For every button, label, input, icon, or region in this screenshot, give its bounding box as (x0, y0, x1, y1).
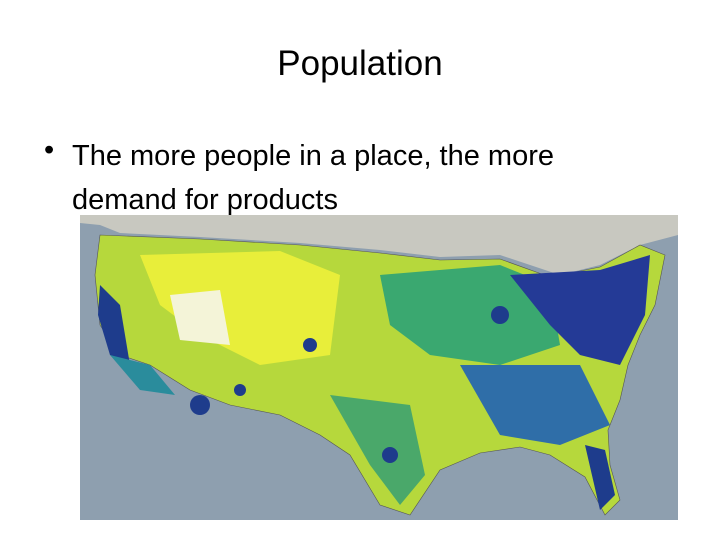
sparse-west (140, 251, 340, 365)
medium-east (380, 265, 560, 365)
dense-coast (98, 285, 130, 365)
dense-northeast (510, 255, 650, 365)
bullet-text: The more people in a place, the more dem… (72, 140, 554, 216)
canada (80, 215, 678, 275)
dense-south (460, 365, 610, 445)
bullet-marker: • (44, 134, 55, 166)
city-cluster (303, 338, 317, 352)
texas (330, 395, 425, 505)
density-patches (98, 251, 650, 510)
city-cluster (190, 395, 210, 415)
population-map (80, 215, 678, 520)
slide-title: Population (277, 44, 443, 83)
empty-area (170, 290, 230, 345)
city-cluster (382, 447, 398, 463)
city-cluster (234, 384, 246, 396)
medium-area (110, 355, 175, 395)
city-cluster (491, 306, 509, 324)
florida (585, 445, 615, 510)
